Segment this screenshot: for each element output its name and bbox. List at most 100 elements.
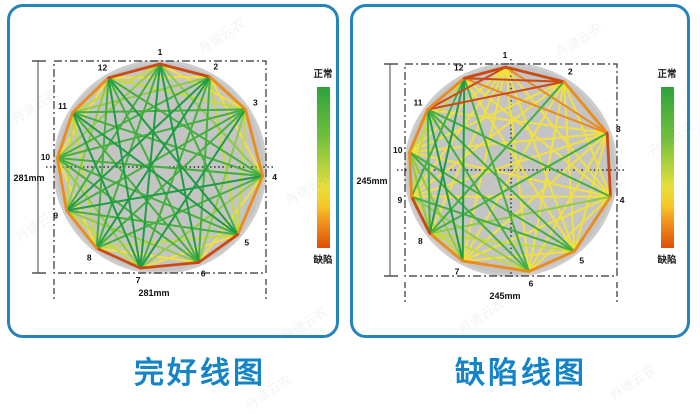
sensor-label-3: 3 [616, 124, 621, 134]
sonic-path-2-8 [428, 80, 566, 235]
sonic-path-1-5 [159, 63, 239, 236]
sonic-path-1-3 [504, 66, 609, 135]
sonic-path-9-12 [410, 77, 466, 198]
sonic-path-1-2 [158, 62, 212, 79]
sonic-path-1-2 [504, 65, 566, 84]
sensor-label-5: 5 [579, 256, 584, 266]
sonic-path-9-1 [65, 63, 161, 212]
sonic-path-2-3 [562, 80, 609, 135]
sonic-path-2-7 [461, 80, 566, 262]
sensor-label-11: 11 [413, 97, 422, 107]
sonic-path-4-10 [56, 157, 264, 177]
sonic-path-3-8 [428, 132, 609, 235]
width-dimension-label: 281mm [138, 288, 169, 298]
sonic-path-6-11 [426, 108, 530, 273]
sensor-label-7: 7 [136, 275, 141, 285]
sonic-path-10-11 [55, 111, 75, 160]
sensor-label-12: 12 [454, 63, 464, 73]
height-dimension-label: 281mm [13, 173, 44, 183]
sensor-label-4: 4 [620, 195, 625, 205]
color-scale-bar [317, 87, 330, 248]
sonic-path-11-1 [426, 66, 507, 111]
intact-panel: 281mm 1 2 3 4 5 6 7 8 9 10 11 12 281mm 正常 缺陷 [7, 4, 339, 338]
sonic-path-10-11 [408, 108, 430, 154]
sensor-label-9: 9 [53, 211, 58, 221]
sonic-path-6-7 [138, 261, 200, 270]
sensor-label-4: 4 [272, 172, 277, 182]
sensor-label-12: 12 [98, 62, 108, 72]
sonic-path-11-4 [71, 111, 264, 177]
sonic-path-12-1 [462, 65, 508, 80]
sonic-path-lines [408, 65, 612, 273]
sonic-path-5-6 [197, 233, 240, 264]
sonic-path-8-9 [65, 209, 98, 250]
sonic-path-3-4 [605, 131, 612, 199]
sonic-path-12-5 [463, 77, 576, 253]
sonic-path-11-12 [71, 76, 110, 114]
sonic-path-6-7 [461, 259, 531, 273]
sonic-path-4-5 [236, 174, 265, 236]
sonic-path-8-1 [428, 66, 507, 235]
height-dimension: 281mm [13, 60, 46, 274]
sensor-label-8: 8 [418, 236, 423, 246]
sonic-path-5-6 [527, 249, 576, 273]
sonic-path-4-8 [428, 195, 612, 235]
sonic-path-6-12 [107, 76, 200, 264]
sonic-path-9-12 [65, 76, 110, 212]
sonic-path-2-3 [208, 75, 247, 111]
sonic-path-9-2 [65, 75, 211, 212]
scale-normal-label: 正常 [657, 68, 676, 80]
sonic-path-11-2 [426, 80, 566, 111]
sonic-path-8-11 [71, 111, 98, 250]
scale-defect-label: 缺陷 [656, 254, 676, 266]
sensor-label-2: 2 [568, 66, 573, 76]
intact-caption: 完好线图 [134, 357, 266, 390]
sonic-path-1-6 [504, 66, 530, 273]
bounding-box [404, 63, 618, 277]
sonic-path-5-11 [71, 111, 239, 236]
sonic-path-3-4 [243, 108, 265, 178]
sonic-path-3-6 [527, 132, 609, 273]
sonic-path-1-4 [504, 66, 612, 198]
scale-normal-label: 正常 [313, 68, 332, 80]
sonic-path-1-4 [159, 63, 264, 177]
sonic-path-9-10 [408, 150, 413, 199]
sonic-path-6-9 [410, 195, 530, 273]
sensor-label-3: 3 [253, 98, 258, 108]
height-dimension: 245mm [356, 63, 398, 277]
sonic-path-10-3 [408, 132, 609, 154]
sonic-path-10-12 [408, 77, 466, 154]
sonic-path-8-1 [95, 63, 161, 250]
sonic-path-7-11 [426, 108, 464, 262]
sensor-label-7: 7 [455, 267, 460, 277]
sensor-label-9: 9 [398, 195, 403, 205]
bounding-box [53, 60, 267, 274]
sonic-path-5-8 [428, 232, 576, 253]
sensor-label-11: 11 [58, 101, 67, 111]
width-dimension-label: 245mm [489, 291, 520, 301]
defect-panel: 245mm 1 2 3 4 5 6 7 8 9 10 11 12 245mm 正常 缺陷 [350, 4, 690, 338]
sensor-label-5: 5 [244, 237, 249, 247]
color-scale-bar [661, 87, 674, 248]
defect-caption: 缺陷线图 [455, 357, 587, 390]
sonic-path-7-11 [71, 111, 142, 270]
sonic-path-7-12 [461, 77, 466, 262]
sonic-path-9-11 [410, 108, 429, 198]
sonic-path-5-8 [95, 233, 239, 250]
sonic-path-6-10 [56, 157, 200, 264]
sensor-label-1: 1 [503, 50, 508, 60]
sonic-path-9-10 [55, 156, 69, 212]
sensor-label-10: 10 [41, 152, 51, 162]
sonic-path-4-8 [95, 174, 264, 250]
sonic-path-2-6 [197, 75, 211, 264]
sonic-path-9-11 [65, 111, 74, 212]
sonic-path-12-5 [107, 76, 239, 236]
sonic-path-8-10 [408, 151, 431, 235]
sonic-path-12-4 [107, 76, 264, 177]
sonic-path-5-9 [65, 209, 239, 236]
sonic-path-6-9 [65, 209, 200, 264]
sonic-path-8-9 [410, 195, 432, 235]
sonic-path-12-1 [107, 62, 162, 80]
sonic-path-2-7 [139, 75, 211, 270]
